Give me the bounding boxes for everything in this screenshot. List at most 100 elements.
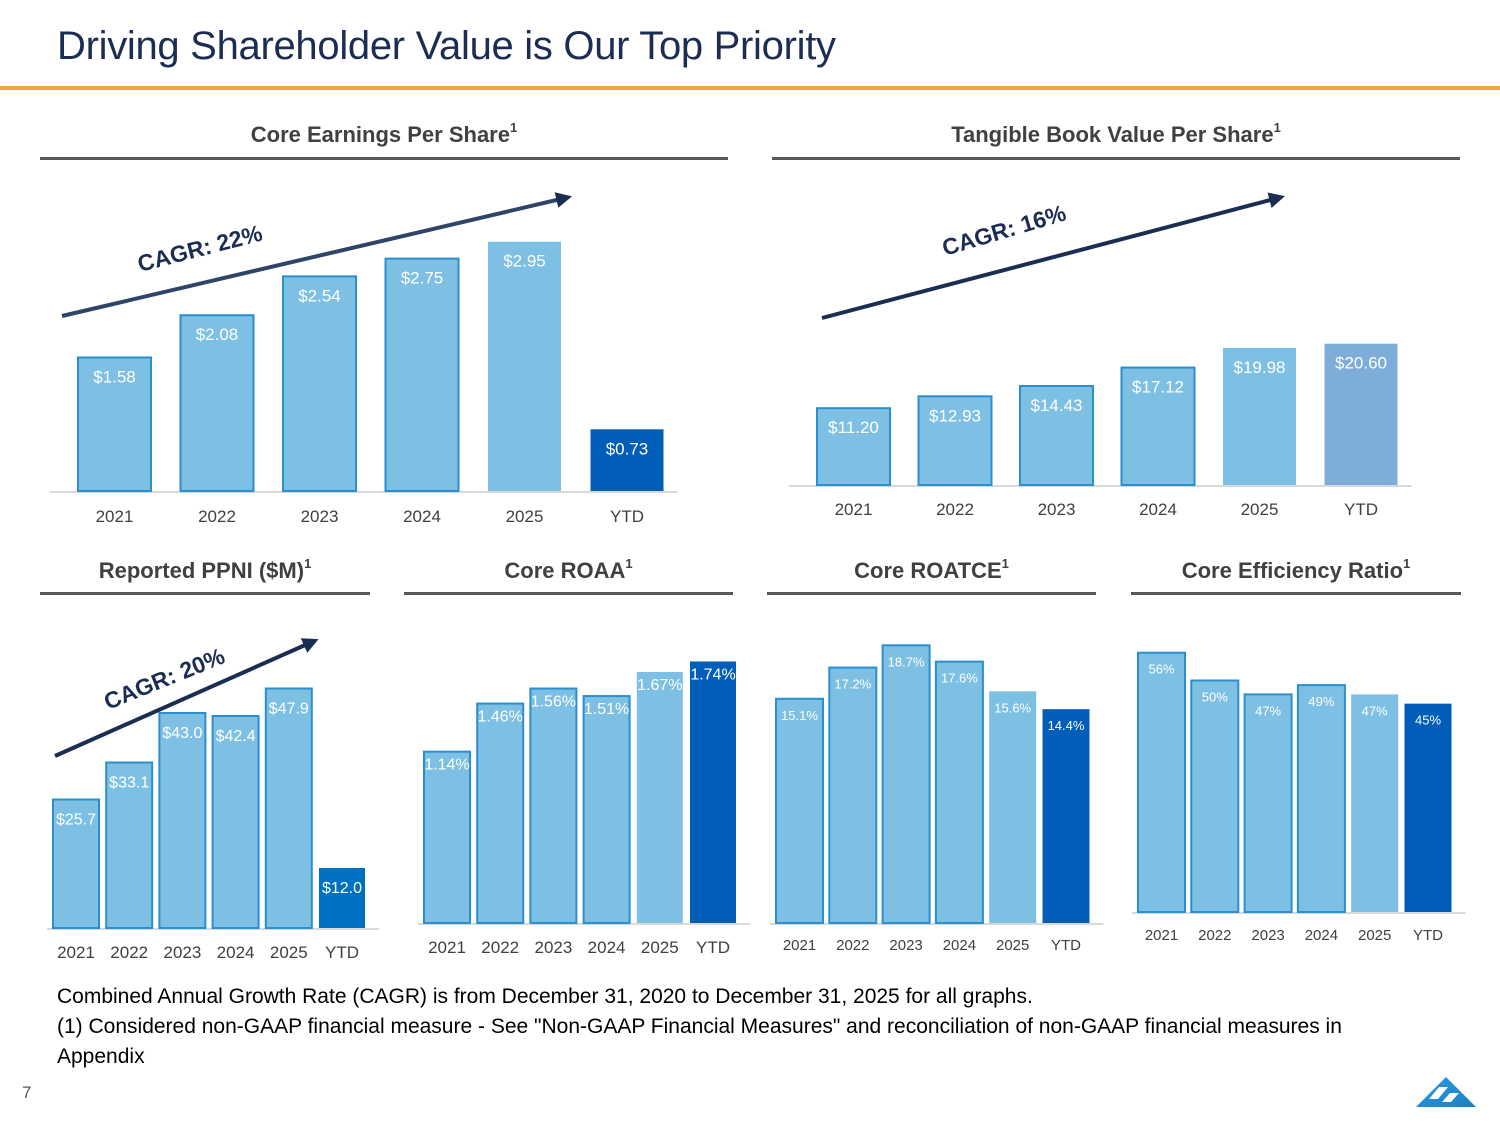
category-label: 2025 (1241, 500, 1279, 519)
data-label: 1.51% (584, 701, 629, 718)
footnote-cagr: Combined Annual Growth Rate (CAGR) is fr… (57, 985, 1033, 1008)
footnote-marker: 1 (625, 556, 633, 571)
data-label: $43.0 (162, 725, 202, 742)
panel-title-text: Reported PPNI ($M) (98, 558, 305, 583)
cagr-annotation: CAGR: 20% (100, 643, 228, 715)
bar-2023 (1019, 385, 1094, 486)
chart-ppni: $25.7 2021 $33.1 2022 $43.0 2023 $42.4 2024 $47.… (47, 638, 379, 962)
category-label: YTD (696, 938, 730, 957)
data-label: $25.7 (56, 812, 96, 829)
bar-2023 (282, 275, 357, 492)
data-label: 1.46% (478, 709, 523, 726)
bar-2022 (476, 702, 525, 925)
data-label: 1.14% (424, 757, 469, 774)
panel-title-roatce: Core ROATCE1 (767, 556, 1096, 584)
panel-rule (40, 157, 728, 160)
category-label: 2021 (428, 938, 466, 957)
panel-rule (767, 592, 1096, 595)
bar-2024 (1296, 684, 1346, 913)
data-label: $2.08 (196, 325, 239, 344)
category-label: 2022 (198, 507, 236, 526)
bar-2021 (1137, 651, 1186, 913)
category-label: 2022 (110, 943, 148, 962)
footnote-marker: 1 (509, 120, 518, 135)
data-label: 1.67% (637, 677, 682, 694)
data-label: $11.20 (828, 418, 879, 437)
bar-2024 (211, 715, 260, 929)
bar-2025 (1223, 347, 1296, 485)
title-accent-rule (0, 86, 1500, 90)
panel-title-roaa: Core ROAA1 (404, 556, 733, 584)
category-label: 2023 (163, 943, 201, 962)
category-label: 2023 (534, 938, 572, 957)
category-label: 2022 (936, 500, 974, 519)
data-label: 17.6% (941, 671, 978, 686)
bar-2022 (105, 761, 154, 929)
bar-2024 (934, 660, 984, 924)
panel-title-text: Tangible Book Value Per Share (951, 122, 1274, 147)
footnote-marker: 1 (1273, 120, 1281, 135)
bar-2021 (423, 750, 471, 925)
category-label: 2025 (270, 943, 308, 962)
footnote-marker: 1 (1001, 556, 1009, 571)
bar-2024 (582, 695, 631, 924)
panel-title-ppni: Reported PPNI ($M)1 (40, 556, 370, 584)
data-label: $33.1 (109, 775, 149, 792)
panel-rule (1131, 592, 1461, 595)
bar-2024 (1120, 366, 1196, 486)
data-label: $0.73 (606, 439, 649, 458)
category-label: 2021 (57, 943, 95, 962)
data-label: 14.4% (1048, 718, 1085, 733)
category-label: 2023 (1038, 500, 1076, 519)
bar-2023 (881, 644, 931, 924)
bar-ytd (1404, 703, 1452, 912)
chart-roatce: 15.1% 2021 17.2% 2022 18.7% 2023 17.6% 2024 15.6… (770, 644, 1104, 954)
category-label: YTD (1051, 937, 1081, 954)
data-label: $20.60 (1335, 354, 1387, 373)
panel-title-efficiency: Core Efficiency Ratio1 (1131, 556, 1461, 584)
data-label: $2.75 (401, 269, 444, 288)
data-label: 15.6% (994, 700, 1031, 715)
category-label: 2023 (1251, 927, 1284, 944)
bar-2023 (1243, 693, 1293, 914)
bar-2025 (264, 687, 313, 929)
panel-title-text: Core ROATCE (854, 558, 1002, 583)
bar-2021 (52, 798, 100, 929)
bar-2022 (1190, 679, 1240, 913)
bar-2021 (77, 356, 152, 492)
footnote-marker: 1 (1403, 556, 1411, 571)
cagr-annotation: CAGR: 16% (939, 200, 1069, 261)
data-label: $1.58 (93, 367, 136, 386)
footnotes: Combined Annual Growth Rate (CAGR) is fr… (57, 982, 1407, 1072)
page-title: Driving Shareholder Value is Our Top Pri… (57, 24, 836, 68)
panel-rule (772, 157, 1460, 160)
bar-2022 (917, 395, 993, 486)
cagr-trend-arrow (821, 192, 1285, 320)
bar-2022 (828, 666, 878, 925)
bar-2025 (636, 671, 683, 923)
data-label: $12.0 (322, 880, 362, 897)
category-label: 2025 (1358, 927, 1391, 944)
category-label: 2024 (943, 937, 976, 954)
panel-title-text: Core Earnings Per Share (250, 122, 510, 147)
mountain-logo-icon (1416, 1077, 1476, 1107)
category-label: 2023 (889, 937, 922, 954)
data-label: 1.56% (531, 694, 576, 711)
bar-ytd (690, 661, 736, 923)
chart-efficiency: 56% 2021 50% 2022 47% 2023 49% 2024 47% 2025 45% YT… (1132, 651, 1466, 944)
data-label: $47.9 (269, 701, 309, 718)
footnote-non-gaap: (1) Considered non-GAAP financial measur… (57, 1015, 1342, 1068)
bar-2022 (179, 314, 255, 492)
category-label: YTD (325, 943, 359, 962)
category-label: YTD (1344, 500, 1378, 519)
category-label: 2024 (588, 938, 626, 957)
bar-2024 (384, 257, 460, 492)
category-label: YTD (610, 507, 644, 526)
bar-2023 (529, 687, 578, 924)
data-label: $19.98 (1234, 358, 1286, 377)
data-label: 49% (1308, 694, 1334, 709)
data-label: 47% (1255, 703, 1281, 718)
category-label: 2024 (403, 507, 441, 526)
data-label: $2.95 (503, 252, 546, 271)
category-label: 2023 (301, 507, 339, 526)
